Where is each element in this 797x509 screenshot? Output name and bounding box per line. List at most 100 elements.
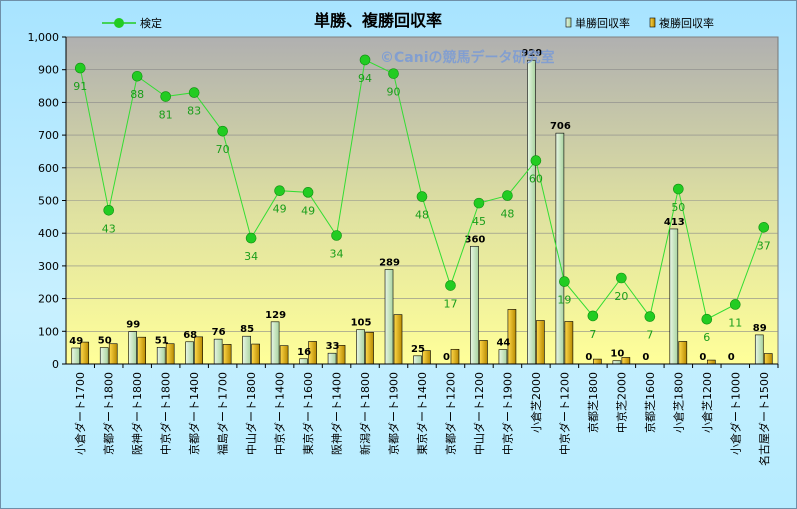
bar-fukusho xyxy=(536,320,545,365)
line-point xyxy=(616,272,627,284)
bar-label-tansho: 706 xyxy=(550,121,571,132)
bar-label-tansho: 0 xyxy=(699,352,706,363)
line-label: 20 xyxy=(614,290,628,303)
y-tick-label: 400 xyxy=(38,227,59,240)
line-point xyxy=(758,222,770,233)
y-tick-label: 800 xyxy=(38,96,59,109)
bar-label-tansho: 289 xyxy=(379,257,400,268)
bar-fukusho xyxy=(763,353,773,365)
x-tick-label: 名古屋ダート1500 xyxy=(757,372,771,466)
x-tick-label: 中京ダート1800 xyxy=(159,372,173,455)
y-tick-label: 100 xyxy=(38,325,59,338)
bar-tansho xyxy=(327,352,337,365)
y-tick-label: 300 xyxy=(38,260,59,273)
legend-line-marker xyxy=(114,18,124,28)
watermark: ©Caniの競馬データ研究室 xyxy=(380,49,555,66)
bar-tansho xyxy=(128,331,137,365)
line-point xyxy=(673,183,684,195)
bar-fukusho xyxy=(251,343,260,365)
bar-fukusho xyxy=(479,340,488,365)
bar-tansho xyxy=(299,358,308,365)
line-point xyxy=(188,87,200,98)
line-point xyxy=(302,187,314,198)
line-point xyxy=(217,125,228,137)
line-point xyxy=(729,299,741,310)
bar-tansho xyxy=(156,347,166,365)
line-label: 17 xyxy=(443,298,457,311)
bar-fukusho xyxy=(593,358,602,365)
bar-fukusho xyxy=(222,344,232,365)
line-point xyxy=(644,311,656,322)
line-point xyxy=(74,62,86,74)
y-tick-label: 500 xyxy=(38,195,59,208)
legend-swatch-tansho xyxy=(565,17,572,28)
legend-label-line: 検定 xyxy=(140,16,162,30)
bar-label-tansho: 76 xyxy=(212,327,226,338)
bar-label-tansho: 50 xyxy=(98,336,112,347)
line-point xyxy=(359,54,371,66)
bar-fukusho xyxy=(279,345,289,365)
line-point xyxy=(245,232,257,244)
bar-tansho xyxy=(470,245,479,365)
x-tick-label: 京都ダート1800 xyxy=(102,372,116,455)
line-point xyxy=(559,276,570,287)
line-label: 60 xyxy=(529,173,543,186)
bar-series xyxy=(71,59,773,365)
bar-tansho xyxy=(413,355,422,365)
line-label: 48 xyxy=(500,208,514,221)
bar-label-tansho: 10 xyxy=(610,349,624,360)
bar-label-tansho: 929 xyxy=(521,48,542,59)
bar-fukusho xyxy=(564,321,574,365)
x-tick-label: 小倉芝1800 xyxy=(671,372,685,433)
bar-label-tansho: 33 xyxy=(326,341,340,352)
y-tick-label: 600 xyxy=(38,162,59,175)
line-label: 34 xyxy=(244,250,258,263)
bar-fukusho xyxy=(108,343,118,365)
line-label: 91 xyxy=(73,80,87,93)
grid-lines xyxy=(66,36,778,365)
legend-label-fukusho: 複勝回収率 xyxy=(659,16,714,30)
line-point xyxy=(331,230,342,241)
y-tick-label: 1,000 xyxy=(28,31,60,44)
bar-fukusho xyxy=(678,341,688,365)
x-tick-label: 東京ダート1400 xyxy=(415,372,429,455)
line-label: 6 xyxy=(703,331,710,344)
bar-tansho xyxy=(384,269,394,365)
line-point xyxy=(701,313,713,325)
line-label: 19 xyxy=(557,294,571,307)
bar-fukusho xyxy=(706,359,716,365)
bar-label-tansho: 16 xyxy=(297,347,311,358)
line-label: 7 xyxy=(646,329,653,342)
line-label: 81 xyxy=(159,109,173,122)
y-tick-label: 900 xyxy=(38,64,59,77)
x-tick-label: 中京芝2000 xyxy=(614,372,628,433)
line-point xyxy=(274,185,285,196)
bar-tansho xyxy=(185,341,194,365)
line-label: 88 xyxy=(130,88,144,101)
bar-tansho xyxy=(99,347,109,365)
line-label: 7 xyxy=(589,328,596,341)
bar-fukusho xyxy=(194,336,203,365)
line-point xyxy=(131,70,143,82)
bar-tansho xyxy=(754,334,764,365)
line-point xyxy=(502,190,513,201)
line-point xyxy=(160,91,171,102)
bar-label-tansho: 413 xyxy=(664,217,685,228)
bar-tansho xyxy=(270,321,280,365)
y-axis: 0 100 200 300 400 500 600 700 800 900 1,000 xyxy=(28,31,67,371)
x-tick-label: 東京ダート1600 xyxy=(301,372,315,455)
line-label: 43 xyxy=(102,222,116,235)
x-tick-label: 小倉ダート1000 xyxy=(728,372,742,455)
line-label: 49 xyxy=(273,203,287,216)
legend-label-tansho: 単勝回収率 xyxy=(575,16,630,30)
bar-label-tansho: 99 xyxy=(126,320,140,331)
bar-tansho xyxy=(213,338,223,365)
line-label: 90 xyxy=(387,86,401,99)
bar-label-tansho: 129 xyxy=(265,310,286,321)
x-tick-label: 京都ダート1900 xyxy=(387,372,401,455)
x-tick-label: 福島ダート1700 xyxy=(216,372,230,455)
x-tick-label: 小倉ダート1700 xyxy=(73,372,87,455)
x-tick-label: 中山ダート1800 xyxy=(244,372,258,455)
bar-tansho xyxy=(498,349,508,365)
